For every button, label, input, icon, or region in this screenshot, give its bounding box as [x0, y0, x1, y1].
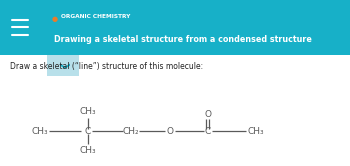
Text: ●: ●: [51, 16, 57, 22]
Text: Draw a skeletal (“line”) structure of this molecule:: Draw a skeletal (“line”) structure of th…: [10, 62, 204, 71]
Text: O: O: [167, 127, 174, 136]
Text: O: O: [204, 110, 211, 119]
Text: CH₃: CH₃: [247, 127, 264, 136]
Text: C: C: [84, 127, 91, 136]
Text: ORGANIC CHEMISTRY: ORGANIC CHEMISTRY: [61, 14, 131, 19]
Text: C: C: [204, 127, 211, 136]
Text: Drawing a skeletal structure from a condensed structure: Drawing a skeletal structure from a cond…: [54, 35, 312, 44]
Text: ❯: ❯: [58, 62, 68, 70]
Text: CH₃: CH₃: [79, 146, 96, 155]
Text: CH₃: CH₃: [32, 127, 48, 136]
Text: CH₂: CH₂: [122, 127, 139, 136]
Text: CH₃: CH₃: [79, 107, 96, 117]
